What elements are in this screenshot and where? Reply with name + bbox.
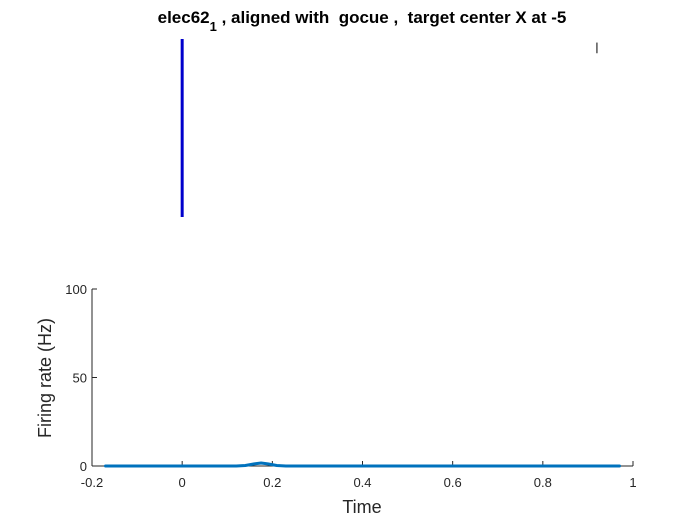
raster-title: elec621 , aligned with gocue , target ce… [158, 8, 567, 34]
title-subscript: 1 [210, 19, 217, 34]
y-tick-label: 100 [65, 282, 87, 297]
y-axis-label: Firing rate (Hz) [35, 318, 55, 438]
raster-plot [180, 39, 598, 217]
x-tick-label: 0.4 [353, 475, 371, 490]
y-tick-label: 0 [80, 459, 87, 474]
x-axis-label: Time [342, 497, 381, 517]
x-ticks: -0.2 0 0.2 0.4 0.6 0.8 1 [81, 461, 637, 490]
x-tick-label: 0 [179, 475, 186, 490]
x-tick-label: 0.6 [444, 475, 462, 490]
y-ticks: 0 50 100 [65, 282, 97, 474]
x-tick-label: 0.8 [534, 475, 552, 490]
y-tick-label: 50 [73, 371, 87, 386]
rate-series [104, 461, 621, 468]
title-main: elec62 [158, 8, 210, 27]
x-tick-label: 1 [629, 475, 636, 490]
title-rest: , aligned with gocue , target center X a… [217, 8, 567, 27]
x-tick-label: 0.2 [263, 475, 281, 490]
x-tick-label: -0.2 [81, 475, 103, 490]
rate-line-0 [104, 461, 621, 468]
